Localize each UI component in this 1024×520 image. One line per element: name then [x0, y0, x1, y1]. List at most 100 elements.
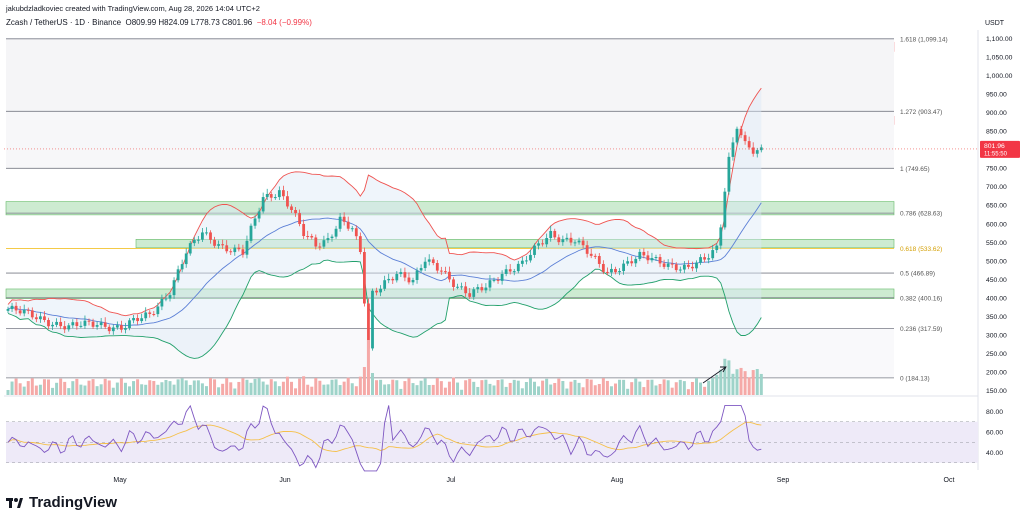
volume-bar — [650, 379, 654, 395]
candle-body — [610, 268, 613, 273]
candle — [739, 125, 743, 139]
volume-bar — [281, 381, 285, 395]
candle — [439, 266, 443, 275]
candle-body — [156, 306, 160, 315]
volume-bar — [233, 388, 237, 395]
volume-bar — [176, 379, 180, 395]
candle — [678, 266, 682, 274]
candle-body — [606, 271, 609, 273]
candle-body — [43, 316, 46, 321]
candle-body — [213, 239, 216, 246]
volume-bar — [34, 385, 38, 395]
volume-bar — [188, 384, 192, 395]
candle — [492, 277, 496, 283]
candle — [707, 253, 711, 264]
volume-bar — [290, 381, 293, 395]
candle-body — [480, 287, 484, 291]
candle — [217, 240, 220, 249]
candle — [731, 137, 735, 161]
volume-bar — [346, 377, 350, 395]
candle-body — [63, 326, 67, 330]
fib-level: 0.786 (628.63) — [6, 211, 942, 218]
candle-body — [703, 257, 706, 260]
fib-label: 0.382 (400.16) — [900, 295, 942, 302]
symbol-line[interactable]: Zcash / TetherUS · 1D · Binance — [6, 18, 122, 27]
volume-bar — [269, 379, 273, 395]
candle-body — [371, 290, 374, 349]
candle-body — [269, 194, 273, 198]
candle — [695, 260, 698, 273]
volume-bar — [164, 379, 168, 395]
volume-bar — [759, 373, 763, 395]
candle — [51, 321, 54, 330]
fib-label: 0.5 (466.89) — [900, 271, 935, 278]
candle — [14, 302, 18, 315]
candle — [399, 268, 403, 278]
candle-body — [144, 312, 148, 319]
volume-bar — [447, 381, 451, 395]
candle-body — [662, 263, 666, 267]
candle — [79, 321, 83, 329]
candle — [520, 257, 524, 267]
candle-body — [363, 252, 366, 304]
candle — [419, 264, 423, 273]
candle — [265, 188, 269, 201]
volume-bar — [160, 382, 164, 395]
volume-bar — [573, 379, 577, 395]
candle — [294, 207, 297, 217]
candle-body — [164, 298, 168, 300]
candle-body — [735, 128, 739, 143]
volume-bar — [140, 384, 144, 395]
candle-body — [245, 240, 249, 255]
candle-body — [160, 299, 164, 307]
candle — [537, 240, 540, 250]
volume-bar — [419, 380, 423, 395]
candle — [277, 186, 281, 201]
candle-body — [646, 255, 650, 261]
time-tick-label: Jul — [447, 477, 456, 484]
volume-bar — [338, 385, 342, 395]
candle — [39, 311, 42, 323]
candle — [225, 240, 229, 254]
volume-bar — [443, 387, 447, 395]
candle — [257, 207, 261, 223]
candle — [468, 288, 472, 300]
volume-bar — [480, 380, 484, 395]
volume-bar — [168, 381, 172, 395]
candle-body — [79, 325, 83, 327]
candle-body — [589, 253, 593, 256]
candle-body — [699, 257, 702, 263]
candle-body — [476, 287, 480, 290]
candle — [723, 187, 727, 230]
candle-body — [30, 310, 34, 318]
candle — [132, 315, 135, 324]
candle-body — [707, 258, 711, 260]
candle — [711, 244, 715, 261]
volume-bar — [403, 381, 407, 395]
candle-body — [302, 223, 306, 237]
time-tick-label: Jun — [279, 477, 290, 484]
volume-bar — [609, 386, 613, 395]
candle — [233, 244, 237, 256]
candle-body — [541, 243, 544, 245]
price-chart[interactable]: Target 2Target 11.618 (1,099.14)1.272 (9… — [0, 0, 1024, 490]
volume-bar — [38, 384, 42, 395]
volume-bar — [204, 386, 208, 395]
candle-body — [286, 196, 289, 207]
volume-bar — [95, 386, 99, 395]
tradingview-brand[interactable]: TradingView — [6, 494, 117, 511]
candle — [201, 228, 204, 242]
volume-bar — [516, 380, 520, 395]
candle — [541, 239, 544, 247]
candle — [674, 262, 678, 273]
candle — [95, 321, 99, 330]
volume-bar — [549, 384, 553, 395]
candle — [18, 305, 22, 316]
volume-bar — [330, 379, 334, 395]
fib-label: 0.786 (628.63) — [900, 211, 942, 218]
volume-bar — [597, 383, 601, 395]
candle — [630, 256, 634, 267]
candle — [525, 255, 528, 265]
fib-level: 0.618 (533.62) — [6, 246, 942, 253]
price-axis-currency: USDT — [985, 20, 1005, 27]
